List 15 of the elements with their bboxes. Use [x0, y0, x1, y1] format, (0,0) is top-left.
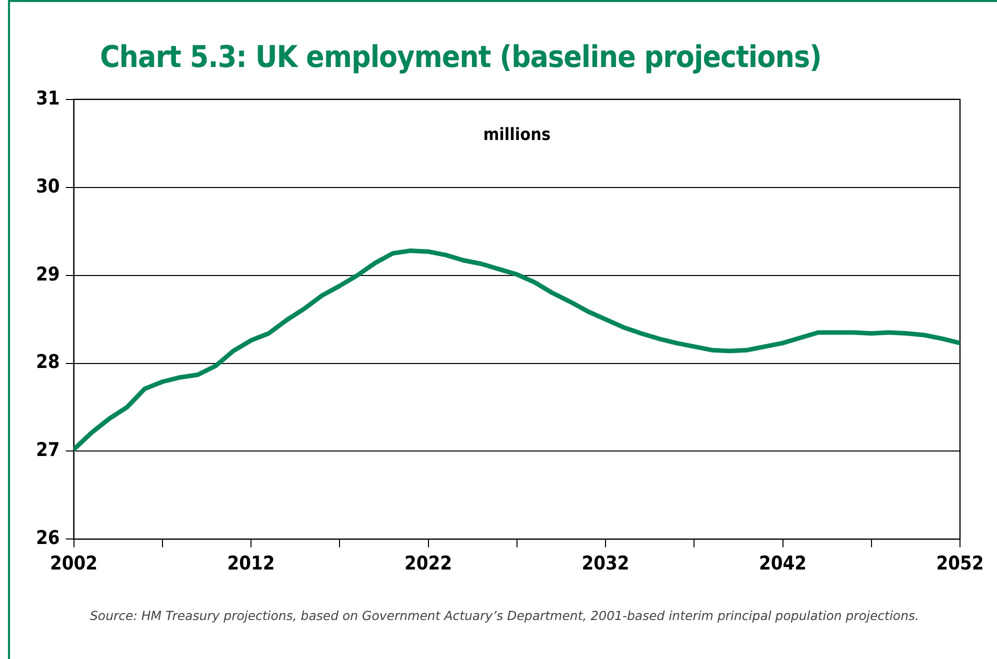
x-tick-label: 2052 [936, 552, 984, 575]
y-tick-label: 30 [36, 175, 60, 198]
y-tick-label: 31 [36, 87, 60, 110]
x-tick-label: 2042 [758, 552, 807, 575]
x-tick-label: 2022 [404, 552, 452, 575]
y-tick-label: 28 [36, 351, 60, 374]
x-tick-label: 2012 [227, 552, 275, 575]
x-tick-label: 2032 [582, 552, 630, 575]
x-tick-label: 2002 [50, 552, 98, 575]
y-axis-title: millions [483, 124, 551, 145]
y-tick-label: 26 [36, 527, 60, 550]
source-note: Source: HM Treasury projections, based on Government Actuary’s Department, 2001-based interim principal population projections. [88, 608, 920, 623]
y-tick-label: 27 [36, 439, 60, 462]
chart-title: Chart 5.3: UK employment (baseline projections) [100, 40, 822, 75]
y-tick-label: 29 [36, 263, 60, 286]
